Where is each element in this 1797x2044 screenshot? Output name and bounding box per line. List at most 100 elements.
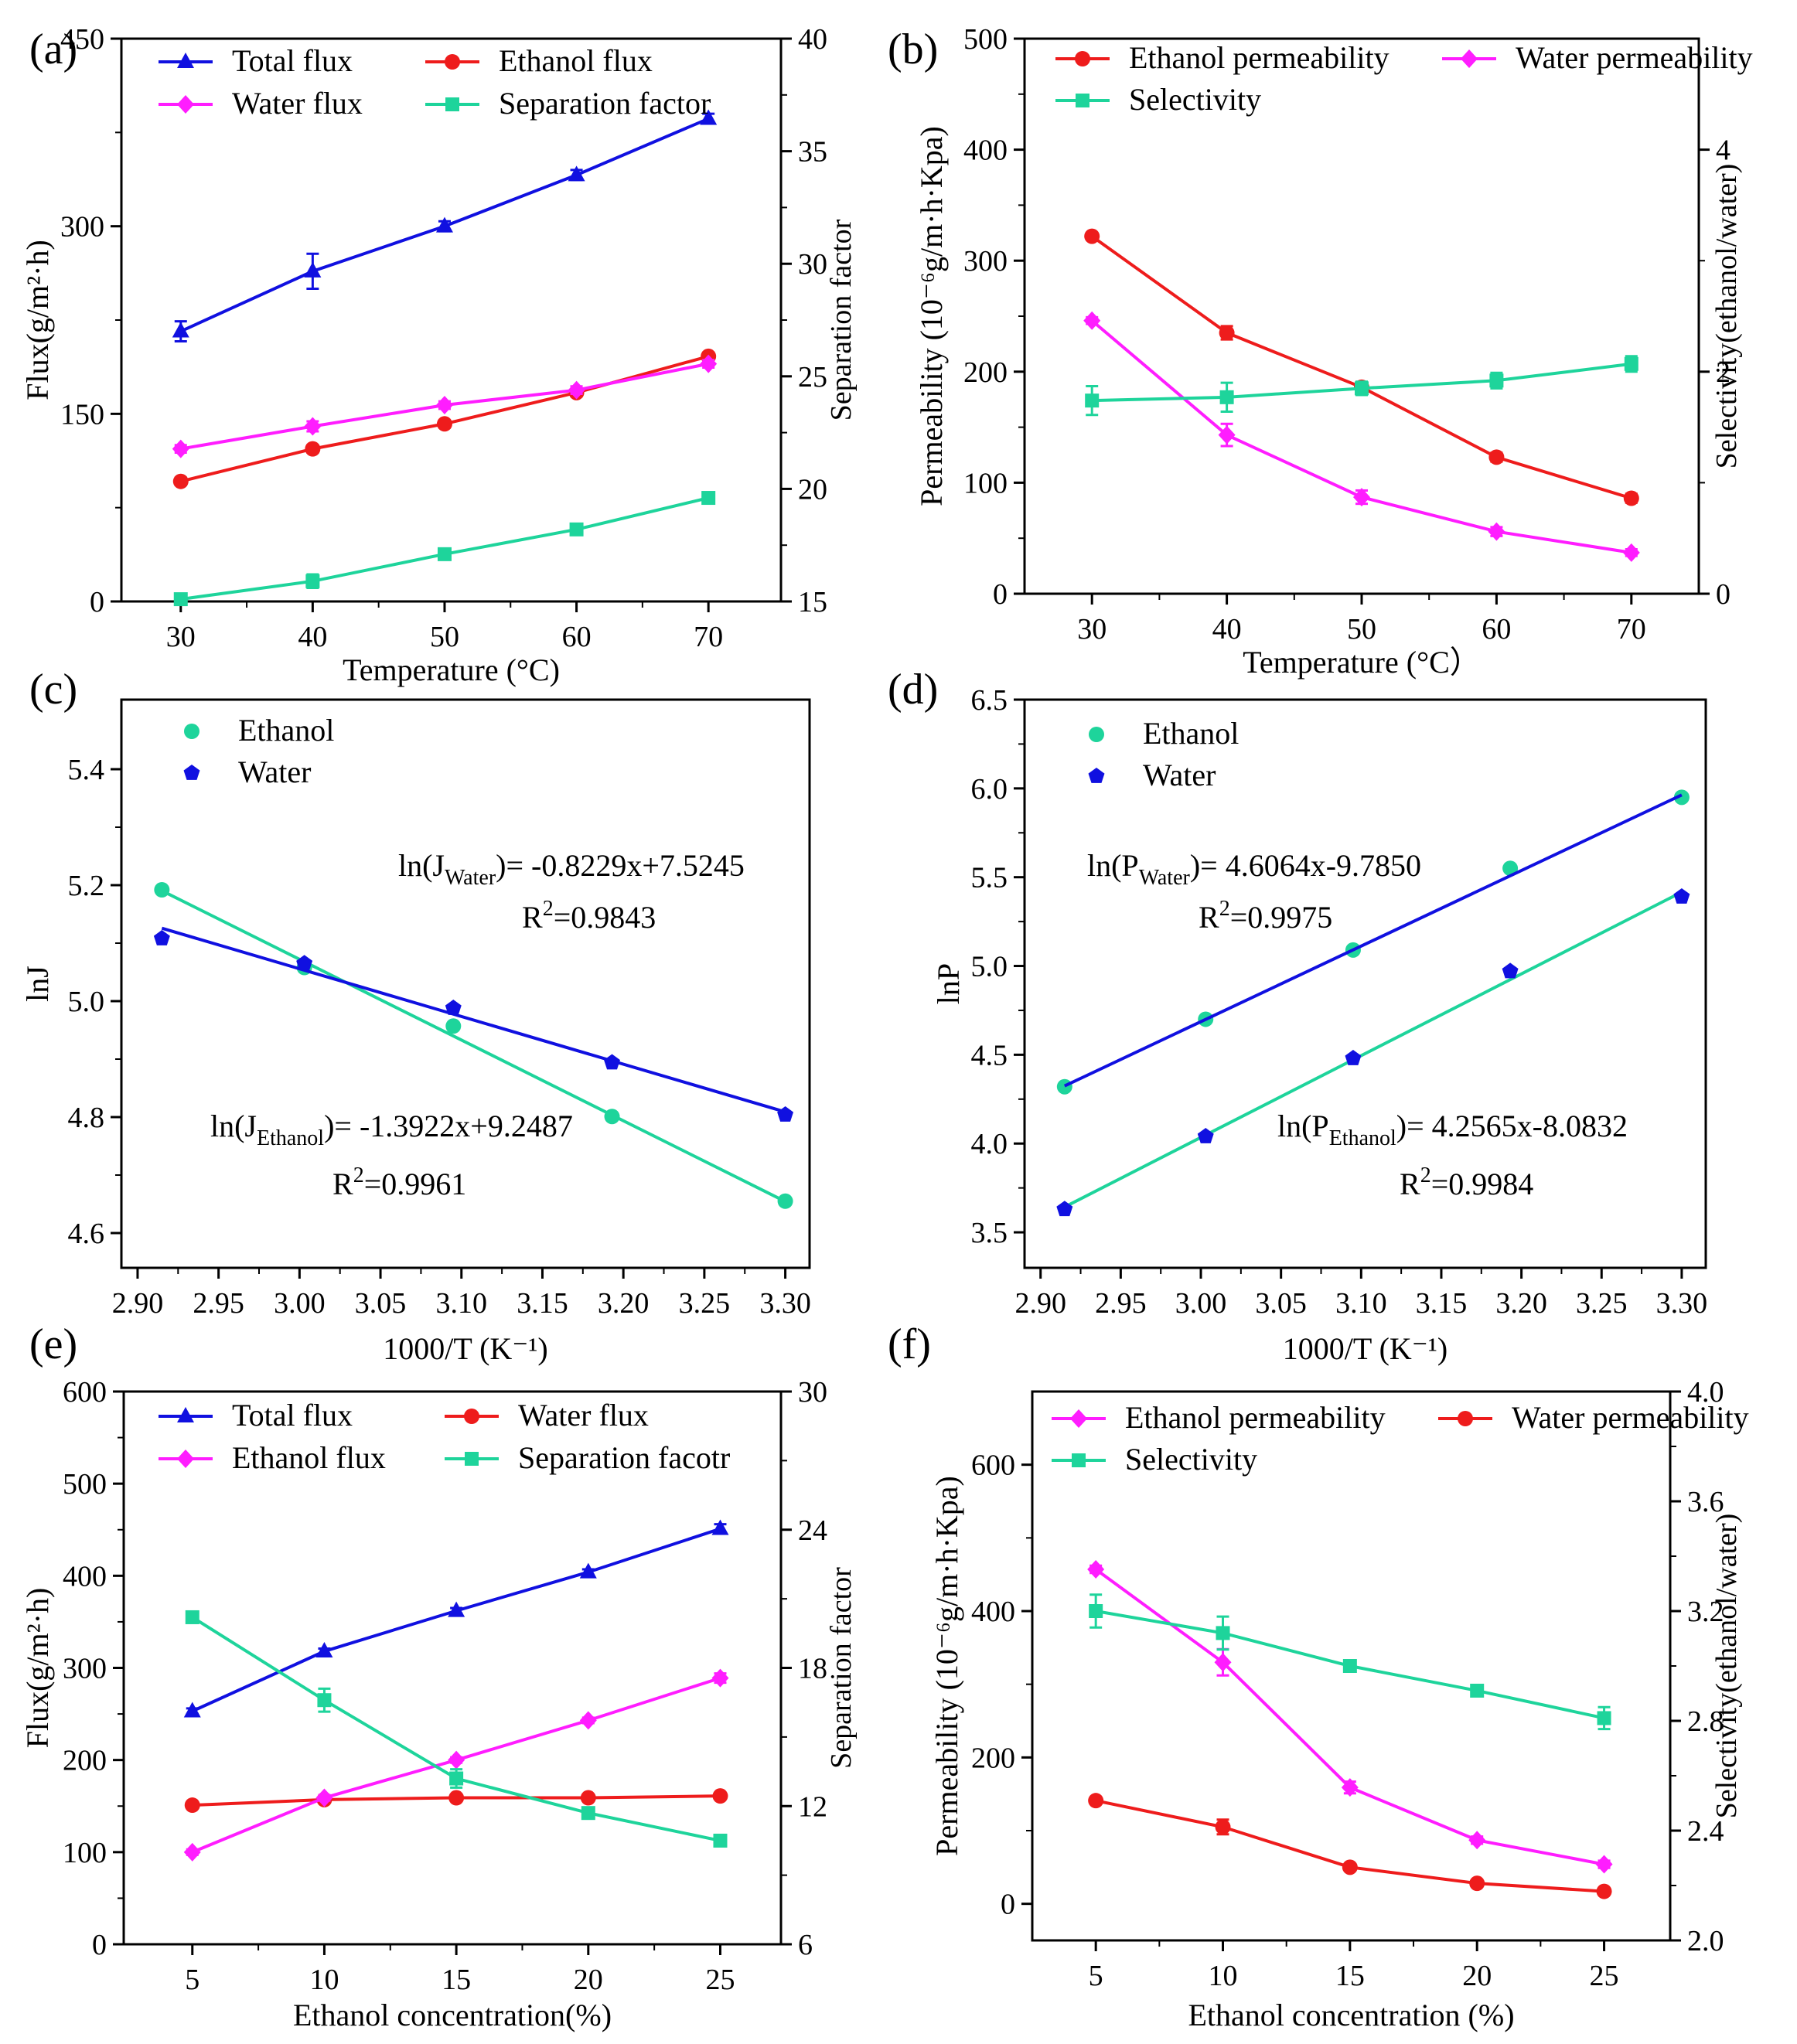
legend: Ethanol permeability Water permeability Se… bbox=[1055, 40, 1753, 117]
annotation-ethanol-eq-pre: ln(J bbox=[210, 1109, 257, 1143]
annotation-water-r2-pre: R bbox=[1199, 900, 1219, 935]
y-tick-label: 600 bbox=[63, 1376, 107, 1409]
annotation-water-r2: R2=0.9975 bbox=[1199, 897, 1332, 935]
data-point bbox=[1083, 311, 1101, 330]
y-tick-label: 5.0 bbox=[68, 986, 105, 1018]
data-point bbox=[448, 1790, 465, 1806]
legend-entry: Ethanol bbox=[238, 713, 334, 748]
data-point bbox=[1219, 325, 1235, 341]
panel-f: (f) 5 10 15 20 25 0 200 400 600 2.0 2.4 2.8 3.2 3.6 4.0… bbox=[888, 1320, 1749, 2032]
annotation-water-r2-sup: 2 bbox=[543, 897, 554, 921]
annotation-water-r2-pre: R bbox=[522, 900, 543, 935]
plot-frame bbox=[1023, 698, 1707, 1269]
legend-marker bbox=[1458, 1411, 1473, 1426]
annotation-ethanol-eq: ln(JEthanol)= -1.3922x+9.2487 bbox=[210, 1109, 573, 1150]
x-tick-label: 50 bbox=[430, 621, 459, 653]
data-point bbox=[1623, 490, 1639, 506]
y2-axis-label: Separation factor bbox=[825, 1567, 858, 1769]
data-point bbox=[435, 396, 453, 415]
y-tick-label: 200 bbox=[63, 1745, 107, 1777]
data-point bbox=[1084, 228, 1100, 244]
series-line-total-flux bbox=[191, 1527, 721, 1713]
x-tick-label: 70 bbox=[694, 621, 723, 653]
y-tick-label: 4.8 bbox=[68, 1102, 105, 1134]
series-line-water-permeability bbox=[1095, 1799, 1604, 1893]
y2-tick-label: 2.0 bbox=[1687, 1925, 1724, 1957]
data-point bbox=[579, 1562, 597, 1579]
y-tick-label: 500 bbox=[963, 23, 1008, 56]
data-point bbox=[1087, 1560, 1105, 1579]
legend-marker bbox=[1072, 1453, 1086, 1467]
data-point bbox=[711, 1519, 729, 1535]
y-tick-label: 600 bbox=[971, 1450, 1015, 1482]
data-point bbox=[172, 439, 189, 458]
data-point bbox=[777, 1106, 794, 1122]
data-point bbox=[1595, 1855, 1613, 1874]
panel-b: (b)30 40 50 60 700100200300400500024Selectiv… bbox=[888, 23, 1753, 680]
legend-entry: Selectivity bbox=[1125, 1442, 1257, 1477]
plot-frame bbox=[120, 698, 811, 1269]
data-point bbox=[1216, 1626, 1230, 1640]
x-tick-label: 60 bbox=[1482, 613, 1511, 646]
x-tick-label: 2.90 bbox=[112, 1287, 164, 1320]
panel-c: (c) 2.90 2.95 3.00 3.05 3.10 3.15 3.20 3.25 3.30 4… bbox=[20, 666, 811, 1366]
y-tick-label: 400 bbox=[963, 135, 1008, 167]
legend: Ethanol permeability Water permeability Se… bbox=[1052, 1400, 1749, 1477]
data-point bbox=[713, 1833, 728, 1848]
y-axis-label: lnP bbox=[931, 963, 966, 1004]
fit-line-ethanol bbox=[1063, 891, 1683, 1209]
data-point bbox=[1219, 390, 1234, 404]
x-tick-label: 25 bbox=[705, 1964, 735, 1996]
panel-label: (d) bbox=[888, 666, 938, 714]
annotation-ethanol-r2: R2=0.9984 bbox=[1400, 1163, 1533, 1201]
data-point bbox=[1673, 789, 1690, 806]
annotation-water-eq: ln(JWater)= -0.8229x+7.5245 bbox=[398, 848, 745, 890]
y2-axis-label: Selectivity(ethanol/water) bbox=[1710, 1514, 1743, 1819]
x-tick-label: 3.25 bbox=[679, 1287, 731, 1320]
panel-label: (a) bbox=[29, 26, 77, 73]
fit-line-water bbox=[1063, 793, 1683, 1088]
legend-entry: Water flux bbox=[232, 86, 363, 121]
annotation-ethanol-r2-post: =0.9984 bbox=[1431, 1167, 1534, 1201]
annotation-water-eq-post: )= 4.6064x-9.7850 bbox=[1190, 848, 1421, 883]
legend-marker bbox=[1088, 768, 1105, 783]
data-point bbox=[1502, 860, 1519, 877]
data-point bbox=[153, 930, 170, 945]
legend-entry: Water permeability bbox=[1516, 40, 1753, 75]
y-tick-label: 100 bbox=[963, 467, 1008, 499]
x-tick-label: 3.10 bbox=[436, 1287, 488, 1320]
y-tick-label: 200 bbox=[971, 1742, 1015, 1774]
x-tick-label: 50 bbox=[1347, 613, 1376, 646]
legend-entry: Separation factor bbox=[499, 86, 711, 121]
y-tick-label: 300 bbox=[63, 1653, 107, 1685]
annotation-water-eq-post: )= -0.8229x+7.5245 bbox=[496, 848, 745, 883]
y2-tick-label: 18 bbox=[798, 1653, 827, 1685]
x-tick-label: 3.20 bbox=[1495, 1287, 1547, 1320]
data-point bbox=[700, 354, 718, 373]
data-point bbox=[581, 1806, 595, 1821]
legend-entry: Water bbox=[1143, 758, 1216, 792]
data-point bbox=[1056, 1078, 1072, 1095]
legend-marker bbox=[1461, 49, 1478, 68]
x-tick-label: 10 bbox=[309, 1964, 339, 1996]
legend-marker bbox=[1070, 1409, 1087, 1428]
y2-tick-label: 6 bbox=[798, 1929, 813, 1961]
y2-tick-label: 4 bbox=[1716, 135, 1731, 167]
legend-entry: Water bbox=[238, 755, 312, 789]
data-point bbox=[1468, 1831, 1486, 1850]
data-point bbox=[1056, 1201, 1073, 1217]
data-point bbox=[1488, 522, 1505, 541]
y2-tick-label: 15 bbox=[798, 586, 827, 618]
y-tick-label: 450 bbox=[60, 23, 104, 56]
y-tick-label: 300 bbox=[60, 211, 104, 244]
annotation-ethanol-eq-post: )= 4.2565x-8.0832 bbox=[1396, 1109, 1628, 1143]
x-tick-label: 2.90 bbox=[1014, 1287, 1066, 1320]
x-tick-label: 60 bbox=[562, 621, 592, 653]
y-tick-label: 0 bbox=[993, 578, 1008, 611]
x-tick-label: 25 bbox=[1590, 1960, 1619, 1992]
y-axis-label: lnJ bbox=[20, 966, 55, 1002]
annotation-water-eq-sub: Water bbox=[445, 866, 496, 890]
y2-axis-label: Separation factor bbox=[825, 219, 858, 421]
annotation-ethanol-r2-pre: R bbox=[1400, 1167, 1420, 1201]
y2-tick-label: 2 bbox=[1716, 356, 1731, 389]
